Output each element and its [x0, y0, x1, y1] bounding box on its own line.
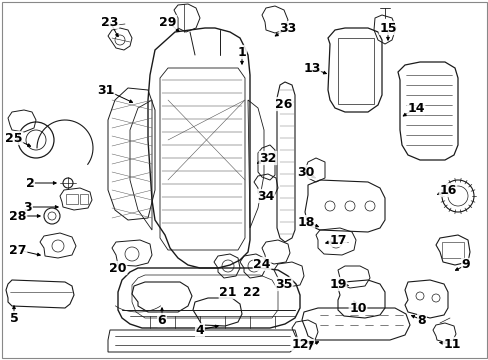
Text: 2: 2 — [25, 176, 34, 189]
Bar — [66, 194, 78, 204]
Bar — [80, 194, 88, 204]
Text: 30: 30 — [297, 166, 314, 179]
Bar — [441, 242, 463, 258]
Text: 32: 32 — [259, 152, 276, 165]
Bar — [337, 38, 373, 104]
Text: 25: 25 — [5, 131, 23, 144]
Text: 26: 26 — [275, 98, 292, 111]
Text: 18: 18 — [297, 216, 314, 229]
Text: 13: 13 — [303, 62, 320, 75]
Text: 9: 9 — [461, 258, 469, 271]
Text: 34: 34 — [257, 189, 274, 202]
Text: 24: 24 — [253, 257, 270, 270]
Text: 1: 1 — [237, 45, 246, 59]
Text: 29: 29 — [159, 15, 176, 28]
Text: 22: 22 — [243, 285, 260, 298]
Text: 21: 21 — [219, 285, 236, 298]
Text: 35: 35 — [275, 278, 292, 291]
Text: 8: 8 — [417, 314, 426, 327]
Text: 20: 20 — [109, 261, 126, 274]
Text: 3: 3 — [23, 201, 32, 213]
Text: 19: 19 — [328, 278, 346, 291]
Text: 5: 5 — [10, 311, 19, 324]
Text: 10: 10 — [348, 302, 366, 315]
Text: 11: 11 — [442, 338, 460, 351]
Text: 31: 31 — [97, 84, 115, 96]
Text: 14: 14 — [407, 102, 424, 114]
Text: 33: 33 — [279, 22, 296, 35]
Text: 27: 27 — [9, 243, 27, 257]
Text: 7: 7 — [305, 339, 314, 352]
Text: 17: 17 — [328, 234, 346, 247]
Text: 16: 16 — [438, 184, 456, 197]
Text: 6: 6 — [157, 314, 166, 327]
Text: 23: 23 — [101, 15, 119, 28]
Text: 15: 15 — [379, 22, 396, 35]
Text: 4: 4 — [195, 324, 204, 337]
Text: 12: 12 — [291, 338, 308, 351]
Text: 28: 28 — [9, 210, 27, 222]
